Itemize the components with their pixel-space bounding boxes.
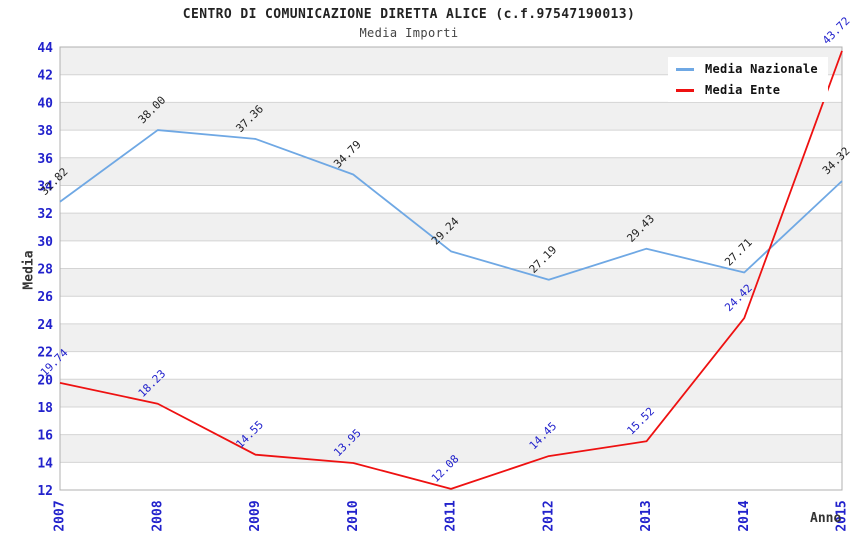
x-tick-label: 2011 — [444, 500, 459, 531]
x-tick-label: 2010 — [346, 500, 361, 531]
y-tick-label: 40 — [37, 96, 53, 111]
x-tick-label: 2012 — [541, 500, 556, 531]
x-tick-label: 2013 — [639, 500, 654, 531]
y-tick-label: 30 — [37, 235, 53, 250]
x-tick-label: 2015 — [835, 500, 850, 531]
y-tick-label: 18 — [37, 401, 53, 416]
x-tick-label: 2009 — [248, 500, 263, 531]
y-tick-label: 32 — [37, 207, 53, 222]
y-tick-label: 20 — [37, 373, 53, 388]
legend: Media Nazionale Media Ente — [668, 57, 828, 102]
line-marker-icon — [676, 88, 694, 92]
line-marker-icon — [676, 67, 694, 71]
legend-item-media-nazionale: Media Nazionale — [676, 62, 818, 76]
chart-subtitle: Media Importi — [359, 26, 459, 40]
chart-title: CENTRO DI COMUNICAZIONE DIRETTA ALICE (c… — [182, 7, 636, 22]
series-line-media-ente — [59, 50, 843, 490]
y-axis-title: Media — [21, 250, 37, 290]
series-line-media-nazionale — [59, 129, 843, 281]
y-tick-label: 12 — [37, 484, 53, 499]
y-tick-label: 36 — [37, 152, 53, 167]
y-tick-label: 28 — [37, 263, 53, 278]
x-tick-label: 2008 — [150, 500, 165, 531]
legend-label-media-ente: Media Ente — [705, 83, 781, 97]
legend-label-media-nazionale: Media Nazionale — [705, 62, 818, 76]
x-tick-label: 2014 — [737, 500, 752, 531]
x-axis-title: Anno — [810, 511, 842, 526]
y-tick-label: 34 — [37, 179, 53, 194]
y-tick-label: 44 — [37, 41, 53, 56]
x-tick-label: 2007 — [53, 500, 68, 531]
y-tick-label: 14 — [37, 456, 53, 471]
y-tick-label: 16 — [37, 429, 53, 444]
y-tick-label: 26 — [37, 290, 53, 305]
point-value-label: 43.72 — [820, 14, 850, 47]
legend-item-media-ente: Media Ente — [676, 83, 818, 97]
y-tick-label: 24 — [37, 318, 53, 333]
y-tick-label: 38 — [37, 124, 53, 139]
y-tick-label: 42 — [37, 69, 53, 84]
y-tick-label: 22 — [37, 346, 53, 361]
